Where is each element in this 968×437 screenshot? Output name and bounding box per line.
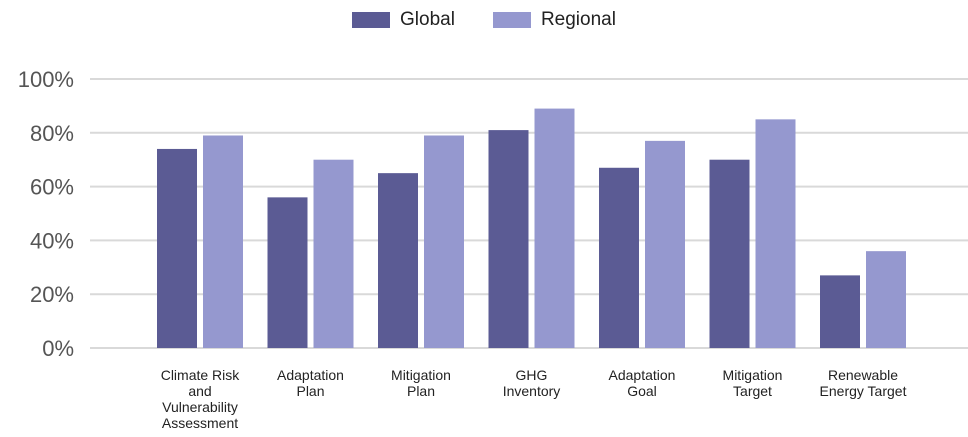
bar-global [599,167,639,348]
bar-global [378,173,418,348]
y-axis-ticks: 0% 20% 40% 60% 80% 100% [18,67,74,361]
x-tick-label: Renewable Energy Target [820,367,907,399]
x-tick-label: Mitigation Target [723,367,783,399]
bar-regional [534,108,575,348]
x-tick-label: Climate Risk and Vulnerability Assessment [161,367,241,431]
y-tick-label: 0% [42,336,74,361]
bar-regional [424,135,464,348]
y-tick-label: 40% [30,228,74,253]
y-tick-label: 60% [30,175,74,200]
bar-regional [755,119,796,348]
y-tick-label: 100% [18,67,74,92]
x-tick-label: Adaptation Plan [277,367,344,399]
legend-item-global: Global [352,9,455,31]
x-tick-label: Mitigation Plan [391,367,451,399]
x-axis-ticks: Climate Risk and Vulnerability Assessment Ad… [161,367,907,431]
legend-swatch-global [352,12,391,28]
bar-regional [313,159,354,348]
legend-label-global: Global [400,9,455,30]
bar-global [709,159,750,348]
bar-global [157,148,197,348]
legend-item-regional: Regional [492,9,616,31]
legend-label-regional: Regional [540,9,616,30]
bar-regional [866,251,906,348]
bar-global [488,130,529,348]
bar-regional [645,140,685,348]
bar-regional [203,135,243,348]
bar-global [820,275,860,348]
y-tick-label: 20% [30,282,74,307]
legend-swatch-regional [492,12,531,28]
y-tick-label: 80% [30,121,74,146]
bar-global [267,197,308,348]
x-tick-label: GHG Inventory [503,367,561,399]
x-tick-label: Adaptation Goal [609,367,676,399]
bars [157,108,906,348]
legend: Global Regional [0,8,968,32]
